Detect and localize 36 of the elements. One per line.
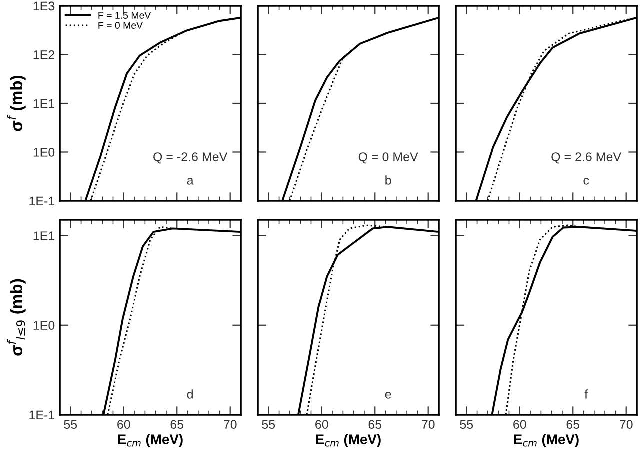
annotation: Q = 2.6 MeV	[552, 152, 622, 164]
annotation: Q = -2.6 MeV	[154, 152, 228, 164]
x-tick-label: 55	[262, 420, 276, 430]
x-tick-label: 60	[316, 420, 328, 430]
annotation: f	[584, 390, 588, 399]
x-tick-label: 70	[224, 420, 237, 430]
y-axis-title: σ$^{f}$$_{l≤9}$ (mb)	[7, 279, 26, 356]
annotation: e	[385, 392, 392, 399]
y-tick-label: 1E1	[34, 232, 55, 240]
y-tick-label: 1E1	[34, 99, 55, 108]
y-tick-label: 1E-1	[30, 196, 55, 206]
x-tick-label: 70	[620, 420, 633, 430]
annotation: Q = 0 MeV	[358, 152, 418, 164]
x-tick-label: 55	[64, 420, 78, 430]
x-tick-label: 65	[566, 420, 580, 430]
x-tick-label: 60	[514, 420, 526, 430]
legend-label: F = 0 MeV	[98, 22, 143, 30]
x-tick-label: 55	[460, 420, 474, 430]
y-tick-label: 1E-1	[30, 410, 55, 420]
x-axis-title: E$_{cm}$ (MeV)	[316, 434, 381, 448]
y-tick-label: 1E0	[34, 321, 55, 330]
x-tick-label: 65	[368, 420, 382, 430]
legend-label: F = 1.5 MeV	[98, 12, 152, 19]
y-axis-title: σ$^{f}$ (mb)	[7, 76, 26, 132]
annotation: d	[187, 390, 193, 399]
annotation: b	[386, 176, 392, 185]
x-axis-title: E$_{cm}$ (MeV)	[118, 434, 183, 448]
annotation: c	[584, 178, 590, 185]
y-tick-label: 1E3	[34, 2, 55, 11]
annotation: a	[187, 178, 194, 185]
x-tick-label: 70	[422, 420, 435, 430]
x-axis-title: E$_{cm}$ (MeV)	[514, 434, 579, 448]
y-tick-label: 1E0	[34, 148, 55, 157]
x-tick-label: 65	[170, 420, 184, 430]
x-tick-label: 60	[118, 420, 130, 430]
y-tick-label: 1E2	[34, 50, 55, 60]
